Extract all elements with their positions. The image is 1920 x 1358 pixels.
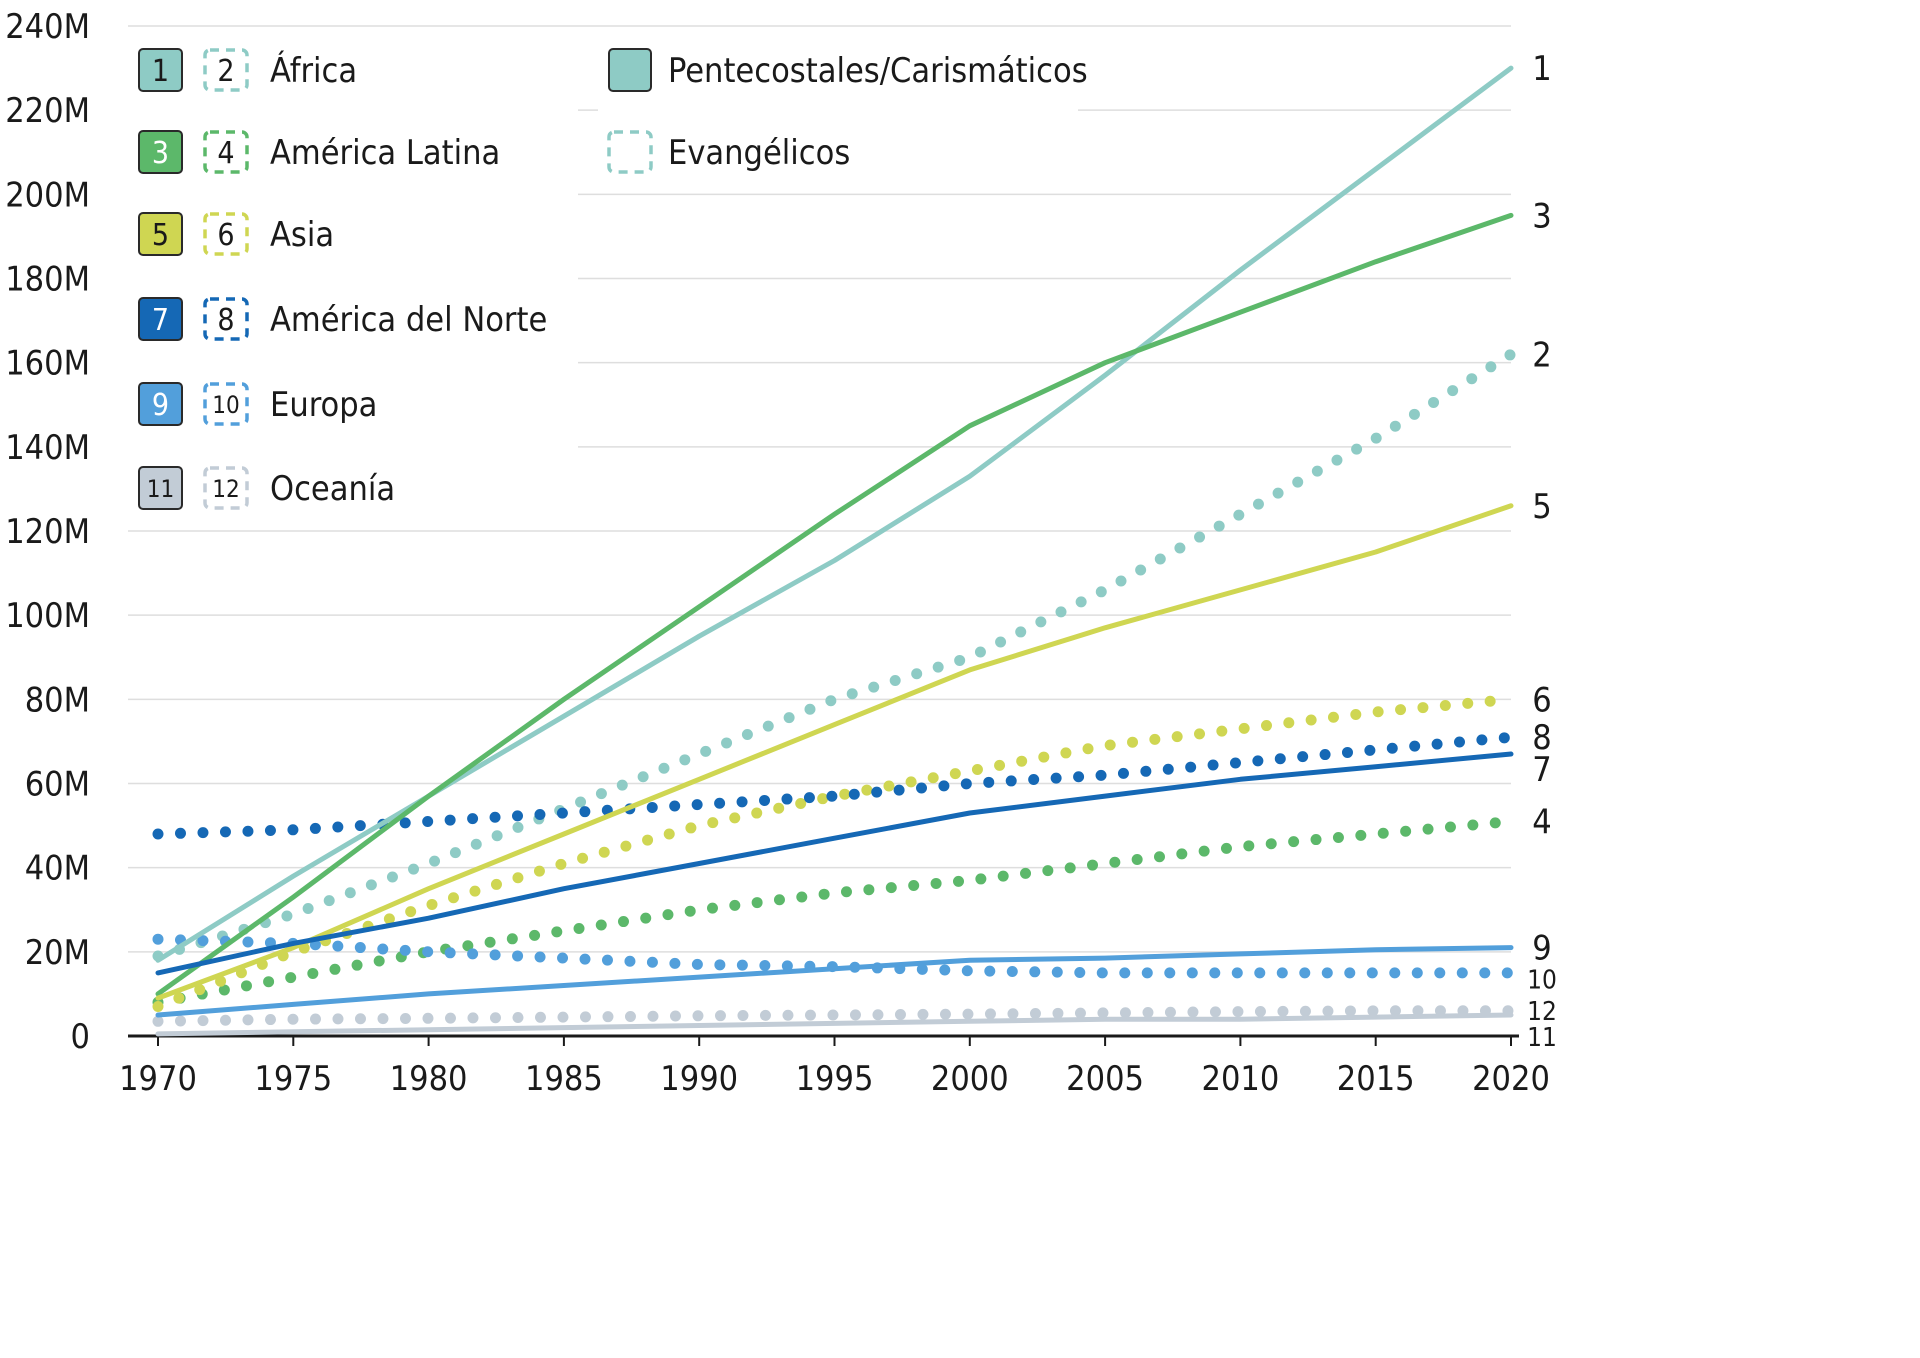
series-line-5 bbox=[155, 503, 1514, 1001]
y-axis-tick-labels: 0 20M 40M 60M 80M 100M 120M 140M 160M 180M 200M 220… bbox=[5, 7, 90, 1057]
legend-row: 1 2 África bbox=[138, 48, 357, 92]
legend-solid-number: 11 bbox=[147, 475, 174, 503]
series-end-label: 12 bbox=[1527, 997, 1557, 1027]
legend-style-row: Evangélicos bbox=[607, 130, 850, 174]
legend-solid-number: 1 bbox=[152, 54, 169, 89]
legend-row: 3 4 América Latina bbox=[138, 130, 500, 174]
legend-dotted-swatch bbox=[203, 48, 249, 92]
series-end-label: 8 bbox=[1532, 718, 1551, 758]
legend-region-label: América Latina bbox=[270, 133, 500, 173]
legend-row: 7 8 América del Norte bbox=[138, 297, 547, 341]
legend-dotted-number: 8 bbox=[217, 303, 234, 338]
series-lines bbox=[152, 65, 1517, 1037]
y-tick-label: 220M bbox=[5, 91, 90, 131]
series-end-label: 9 bbox=[1532, 929, 1551, 969]
x-tick-label: 1970 bbox=[119, 1059, 197, 1099]
legend-solid-number: 3 bbox=[152, 136, 169, 171]
series-end-label: 4 bbox=[1532, 802, 1551, 842]
legend-dotted-number: 4 bbox=[217, 136, 234, 171]
y-tick-label: 120M bbox=[5, 512, 90, 552]
y-tick-label: 180M bbox=[5, 260, 90, 300]
legend-dotted-number: 6 bbox=[217, 218, 234, 253]
series-line-2 bbox=[152, 348, 1517, 962]
legend-dotted-swatch bbox=[203, 212, 249, 256]
chart: 020M40M60M80M100M120M140M160M180M200M220… bbox=[5, 7, 1557, 1099]
legend-dotted-number: 2 bbox=[217, 54, 234, 89]
series-line-6 bbox=[152, 693, 1517, 1012]
series-line-7 bbox=[155, 751, 1514, 976]
x-tick-label: 1990 bbox=[660, 1059, 738, 1099]
x-tick-label: 2015 bbox=[1337, 1059, 1415, 1099]
series-end-label: 6 bbox=[1532, 680, 1551, 720]
legend-style-row: Pentecostales/Carismáticos bbox=[608, 48, 1088, 92]
y-tick-label: 0 bbox=[71, 1017, 90, 1057]
legend-region-label: África bbox=[270, 50, 357, 91]
series-line-12 bbox=[152, 1005, 1517, 1027]
legend-dotted-swatch bbox=[203, 297, 249, 341]
series-end-label: 1 bbox=[1532, 49, 1551, 89]
y-tick-label: 40M bbox=[25, 849, 90, 889]
y-tick-label: 100M bbox=[5, 596, 90, 636]
y-tick-label: 240M bbox=[5, 7, 90, 47]
legend-solid-number: 7 bbox=[152, 303, 169, 338]
legend-region-label: Asia bbox=[270, 215, 334, 255]
series-line-11 bbox=[155, 1012, 1514, 1037]
legend-solid-swatch bbox=[138, 48, 183, 92]
legend-row: 5 6 Asia bbox=[138, 212, 334, 256]
legend-row: 11 12 Oceanía bbox=[138, 466, 395, 510]
legend-solid-swatch bbox=[138, 212, 183, 256]
legend-region-label: Oceanía bbox=[270, 469, 395, 509]
y-tick-label: 80M bbox=[25, 680, 90, 720]
legend-dotted-number: 12 bbox=[212, 475, 239, 503]
legend-dotted-swatch bbox=[203, 130, 249, 174]
legend-region-label: Europa bbox=[270, 385, 377, 425]
series-line-1 bbox=[155, 65, 1514, 963]
legend-background bbox=[598, 40, 1078, 190]
legend-solid-swatch bbox=[138, 130, 183, 174]
legend-row: 9 10 Europa bbox=[138, 382, 377, 426]
y-tick-label: 200M bbox=[5, 175, 90, 215]
y-tick-label: 20M bbox=[25, 933, 90, 973]
series-line-3 bbox=[155, 212, 1514, 997]
legend-dotted-style-swatch bbox=[607, 130, 653, 174]
y-tick-label: 160M bbox=[5, 344, 90, 384]
legend-solid-swatch bbox=[138, 382, 183, 426]
legend-style-label: Evangélicos bbox=[668, 133, 850, 173]
series-line-4 bbox=[152, 815, 1517, 1008]
legend-solid-number: 5 bbox=[152, 218, 169, 253]
legend-style-label: Pentecostales/Carismáticos bbox=[668, 51, 1088, 91]
legend-dotted-swatch bbox=[203, 466, 249, 510]
legend-dotted-number: 10 bbox=[212, 391, 239, 419]
series-line-9 bbox=[155, 945, 1514, 1018]
legend-solid-style-swatch bbox=[608, 48, 652, 92]
x-tick-label: 2010 bbox=[1201, 1059, 1279, 1099]
series-end-label: 2 bbox=[1532, 335, 1551, 375]
x-tick-label: 1980 bbox=[390, 1059, 468, 1099]
legend-solid-swatch bbox=[138, 466, 183, 510]
series-end-label: 10 bbox=[1527, 966, 1557, 996]
legend-region-label: América del Norte bbox=[270, 300, 547, 340]
x-tick-label: 2005 bbox=[1066, 1059, 1144, 1099]
x-tick-label: 2020 bbox=[1472, 1059, 1550, 1099]
x-tick-label: 2000 bbox=[931, 1059, 1009, 1099]
legend-solid-number: 9 bbox=[152, 388, 169, 423]
legend-dotted-swatch bbox=[203, 382, 249, 426]
series-end-label: 7 bbox=[1532, 750, 1551, 790]
y-tick-label: 60M bbox=[25, 765, 90, 805]
x-tick-label: 1985 bbox=[525, 1059, 603, 1099]
series-end-label: 11 bbox=[1527, 1023, 1557, 1053]
legend-background bbox=[128, 40, 578, 520]
series-line-8 bbox=[152, 731, 1517, 840]
legend-solid-swatch bbox=[138, 297, 183, 341]
series-end-label: 5 bbox=[1532, 487, 1551, 527]
x-tick-label: 1975 bbox=[254, 1059, 332, 1099]
series-end-label: 3 bbox=[1532, 196, 1551, 236]
x-tick-label: 1995 bbox=[796, 1059, 874, 1099]
y-tick-label: 140M bbox=[5, 428, 90, 468]
x-axis-tick-labels: 1970 1975 1980 1985 1990 1995 2000 2005 2010 2015… bbox=[119, 1036, 1550, 1099]
